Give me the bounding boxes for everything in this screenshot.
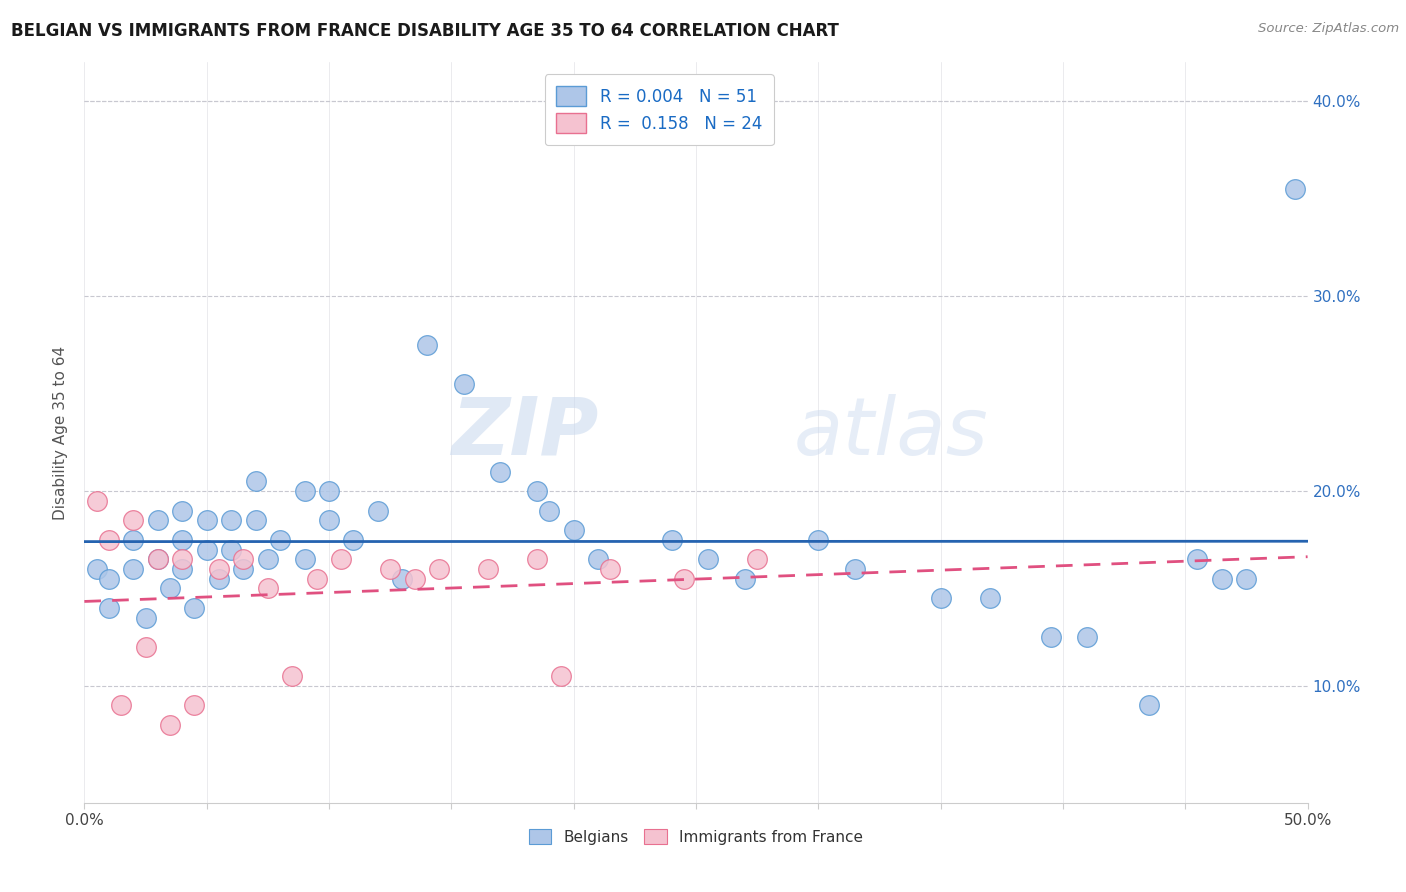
Point xyxy=(427,562,450,576)
Point xyxy=(599,562,621,576)
Point xyxy=(219,513,242,527)
Point xyxy=(219,542,242,557)
Point xyxy=(380,562,402,576)
Point xyxy=(159,718,181,732)
Point xyxy=(146,513,169,527)
Text: atlas: atlas xyxy=(794,393,988,472)
Point xyxy=(562,523,585,537)
Text: Source: ZipAtlas.com: Source: ZipAtlas.com xyxy=(1258,22,1399,36)
Point xyxy=(526,552,548,566)
Point xyxy=(416,338,439,352)
Point xyxy=(367,503,389,517)
Point xyxy=(159,582,181,596)
Point xyxy=(135,610,157,624)
Point xyxy=(146,552,169,566)
Point xyxy=(453,376,475,391)
Point xyxy=(172,533,194,547)
Text: ZIP: ZIP xyxy=(451,393,598,472)
Point xyxy=(979,591,1001,606)
Point xyxy=(538,503,561,517)
Point xyxy=(672,572,695,586)
Point xyxy=(305,572,328,586)
Point xyxy=(245,513,267,527)
Point xyxy=(318,484,340,499)
Point xyxy=(208,572,231,586)
Y-axis label: Disability Age 35 to 64: Disability Age 35 to 64 xyxy=(53,345,69,520)
Point xyxy=(135,640,157,654)
Point xyxy=(844,562,866,576)
Point xyxy=(1137,698,1160,713)
Point xyxy=(489,465,512,479)
Point xyxy=(477,562,499,576)
Point xyxy=(661,533,683,547)
Point xyxy=(183,698,205,713)
Point xyxy=(697,552,720,566)
Point xyxy=(342,533,364,547)
Point xyxy=(110,698,132,713)
Point xyxy=(208,562,231,576)
Point xyxy=(1039,630,1062,644)
Point xyxy=(1076,630,1098,644)
Point xyxy=(97,572,120,586)
Point xyxy=(807,533,830,547)
Point xyxy=(330,552,353,566)
Point xyxy=(318,513,340,527)
Point xyxy=(269,533,291,547)
Point xyxy=(245,475,267,489)
Legend: Belgians, Immigrants from France: Belgians, Immigrants from France xyxy=(523,822,869,851)
Point xyxy=(122,533,145,547)
Point xyxy=(734,572,756,586)
Point xyxy=(172,503,194,517)
Point xyxy=(404,572,426,586)
Point xyxy=(97,601,120,615)
Point xyxy=(929,591,952,606)
Point xyxy=(195,513,218,527)
Point xyxy=(257,552,280,566)
Point xyxy=(1284,182,1306,196)
Point xyxy=(172,552,194,566)
Point xyxy=(97,533,120,547)
Point xyxy=(1236,572,1258,586)
Point xyxy=(586,552,609,566)
Point xyxy=(122,513,145,527)
Point xyxy=(232,552,254,566)
Point xyxy=(183,601,205,615)
Point xyxy=(86,493,108,508)
Point xyxy=(122,562,145,576)
Point xyxy=(294,552,316,566)
Point xyxy=(294,484,316,499)
Point xyxy=(550,669,572,683)
Point xyxy=(146,552,169,566)
Point xyxy=(1187,552,1209,566)
Text: BELGIAN VS IMMIGRANTS FROM FRANCE DISABILITY AGE 35 TO 64 CORRELATION CHART: BELGIAN VS IMMIGRANTS FROM FRANCE DISABI… xyxy=(11,22,839,40)
Point xyxy=(1211,572,1233,586)
Point xyxy=(232,562,254,576)
Point xyxy=(195,542,218,557)
Point xyxy=(86,562,108,576)
Point xyxy=(281,669,304,683)
Point xyxy=(257,582,280,596)
Point xyxy=(747,552,769,566)
Point xyxy=(172,562,194,576)
Point xyxy=(391,572,413,586)
Point xyxy=(526,484,548,499)
